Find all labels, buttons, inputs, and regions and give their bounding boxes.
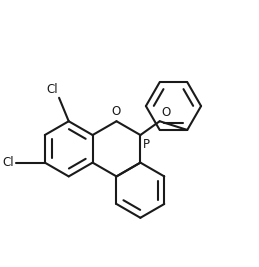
Text: O: O xyxy=(161,106,170,119)
Text: P: P xyxy=(143,138,150,151)
Text: O: O xyxy=(112,105,121,118)
Text: Cl: Cl xyxy=(46,83,58,96)
Text: Cl: Cl xyxy=(2,156,14,169)
